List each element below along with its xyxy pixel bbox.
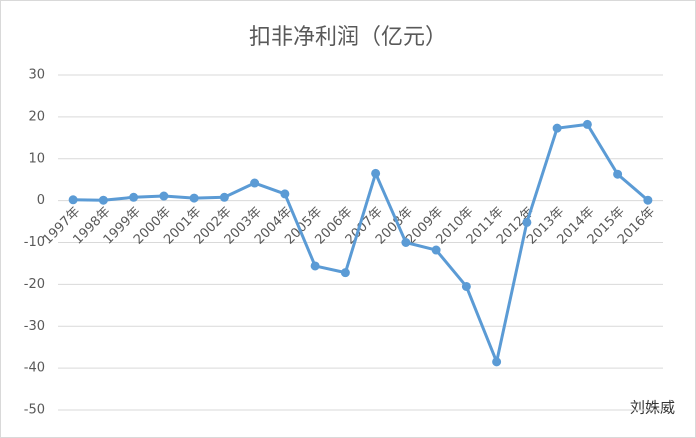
data-point (340, 268, 350, 278)
data-point (129, 192, 139, 202)
data-point (582, 119, 592, 129)
data-point (98, 195, 108, 205)
watermark: 刘姝威 (630, 399, 675, 417)
y-tick-label: -20 (24, 277, 45, 292)
data-point (522, 217, 532, 227)
data-line (73, 122, 649, 364)
y-tick-label: 20 (28, 109, 45, 124)
data-point (68, 195, 78, 205)
data-point (280, 189, 290, 199)
data-point (401, 238, 411, 247)
data-point (310, 261, 320, 271)
y-tick-label: 30 (28, 68, 45, 83)
y-tick-label: -30 (24, 319, 45, 334)
data-point (189, 193, 199, 203)
y-tick-label: -40 (24, 361, 45, 376)
data-point (461, 281, 471, 291)
chart-title: 扣非净利润（亿元） (249, 25, 447, 50)
data-point (250, 178, 260, 188)
y-tick-label: -10 (24, 235, 45, 250)
data-point (492, 357, 502, 367)
y-tick-label: 0 (37, 193, 45, 208)
data-point (613, 169, 623, 179)
data-point (219, 192, 229, 202)
data-point (159, 191, 169, 201)
y-tick-label: -50 (24, 403, 45, 418)
data-point (643, 195, 653, 205)
y-tick-label: 10 (28, 151, 45, 166)
data-point (552, 123, 562, 133)
data-point (371, 168, 381, 178)
data-point (431, 245, 441, 255)
